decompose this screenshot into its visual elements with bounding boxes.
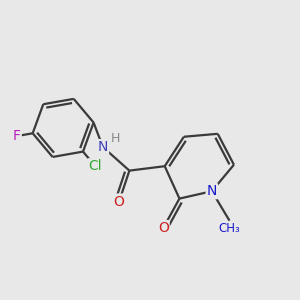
Text: CH₃: CH₃ [219,222,240,235]
Text: N: N [207,184,217,198]
Text: H: H [111,132,120,145]
Text: O: O [114,194,124,208]
Text: Cl: Cl [88,159,102,173]
Text: N: N [98,140,108,154]
Text: O: O [158,221,169,235]
Text: F: F [13,129,21,143]
